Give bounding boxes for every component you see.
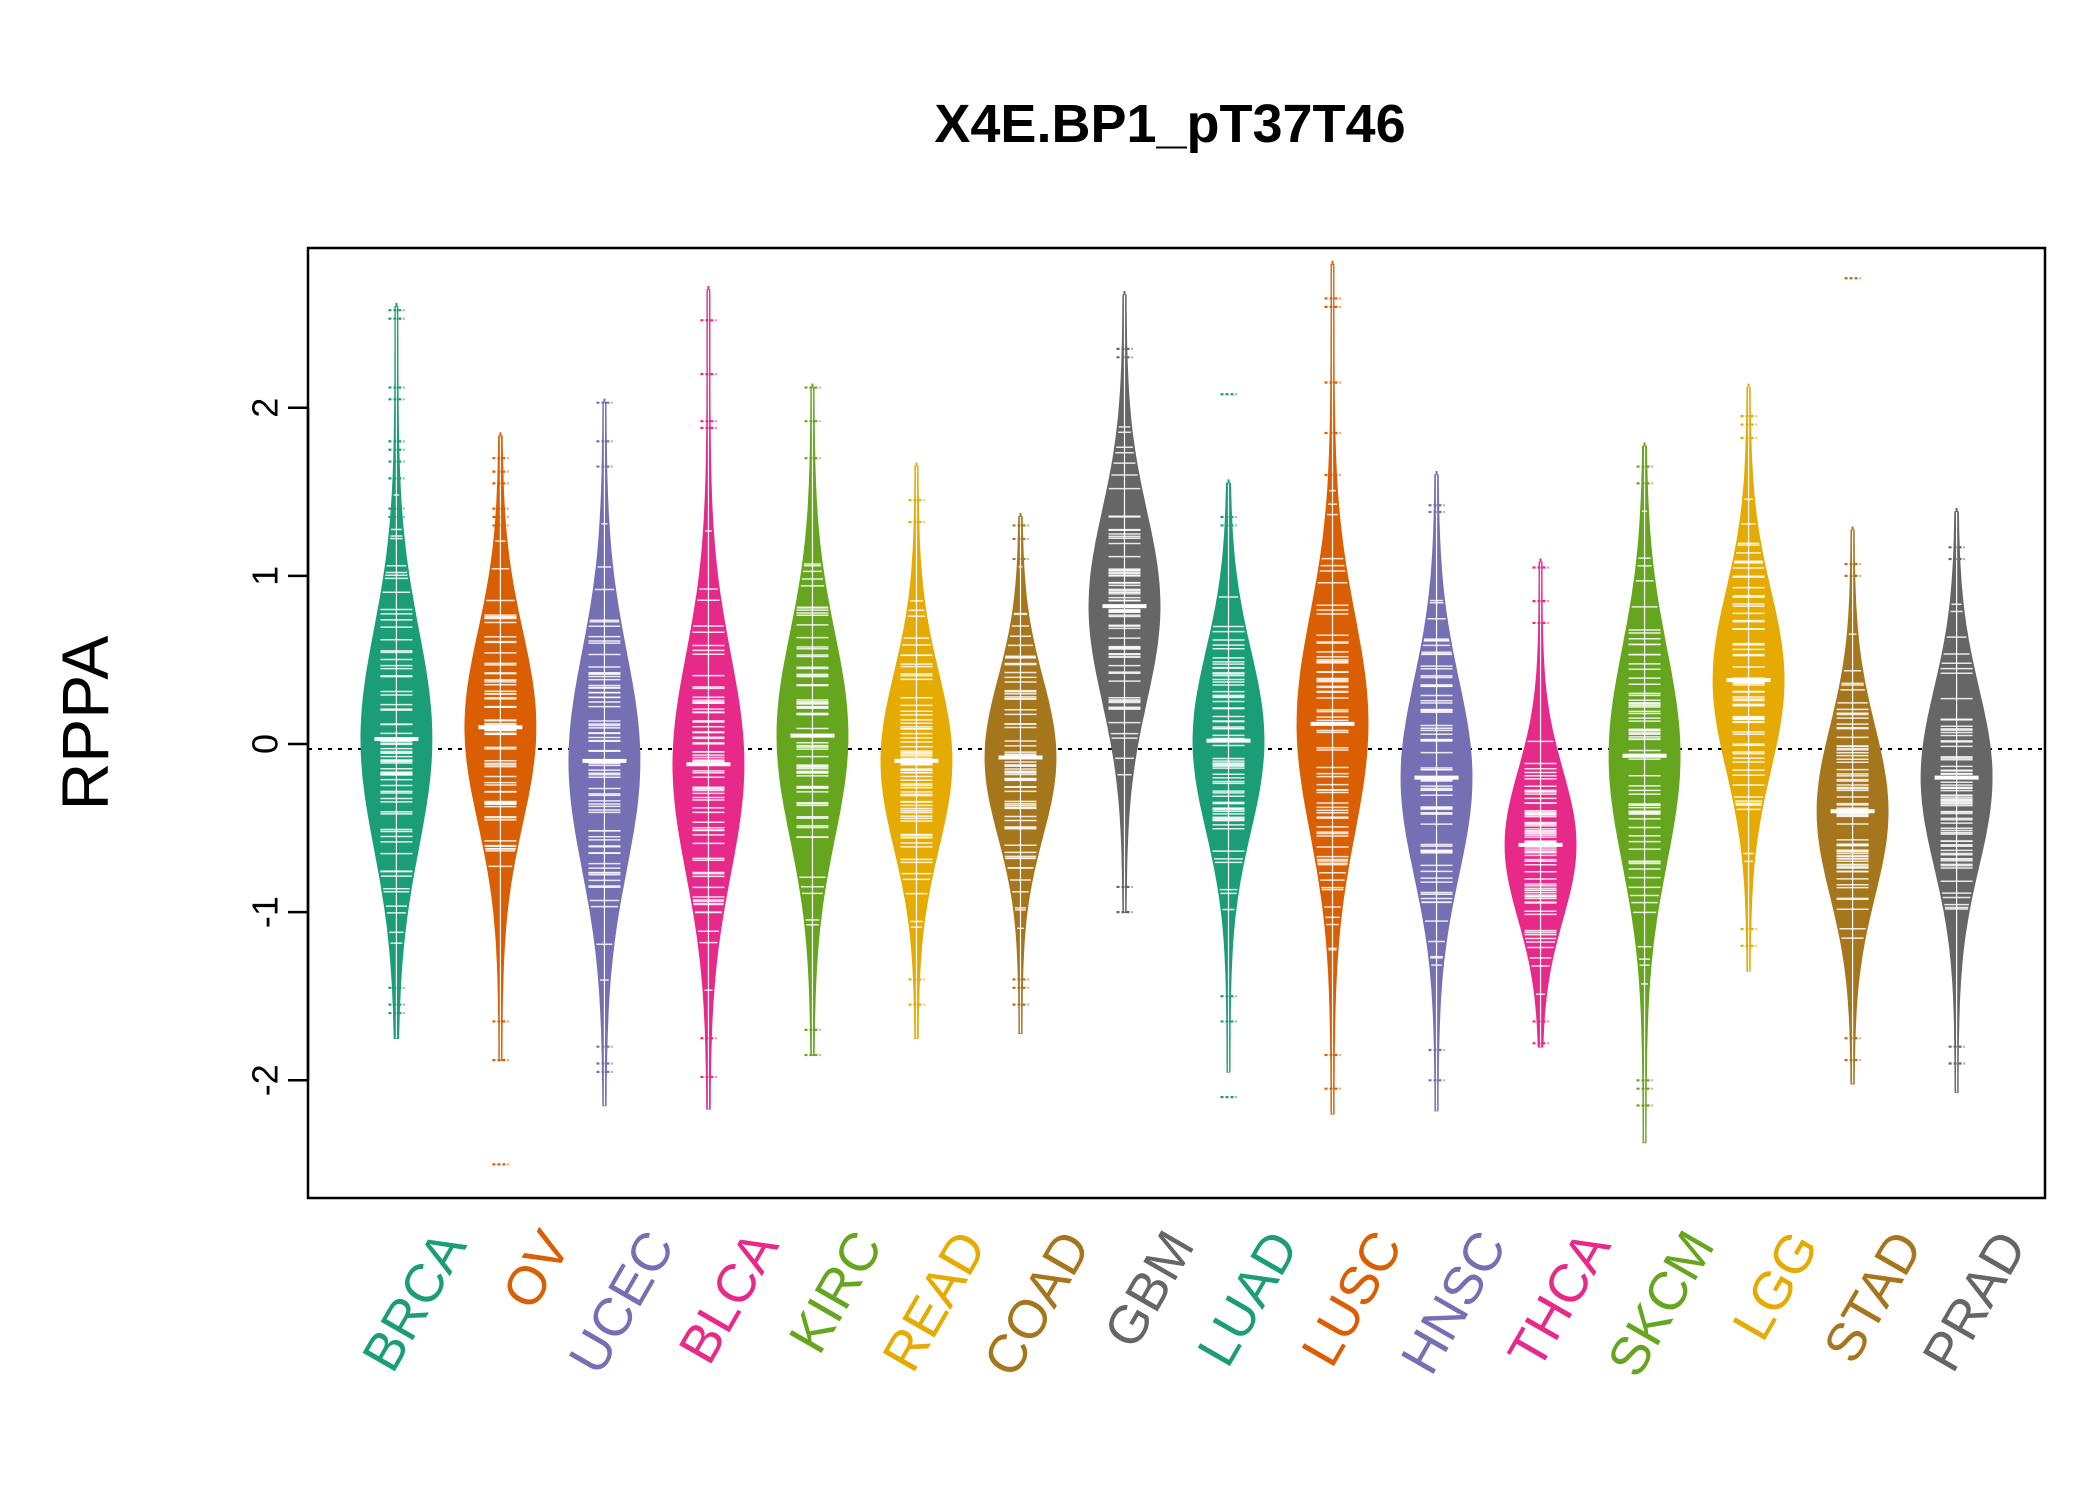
plot-frame — [306, 246, 2047, 1200]
violin-group: LUAD — [1186, 393, 1310, 1376]
violin-group: OV — [464, 432, 582, 1319]
y-axis-label: RPPA — [48, 636, 122, 811]
category-label: GBM — [1093, 1221, 1206, 1358]
violin-group: HNSC — [1390, 470, 1518, 1384]
category-label: HNSC — [1390, 1221, 1518, 1384]
y-tick-label: 2 — [245, 398, 286, 418]
category-label: UCEC — [558, 1221, 686, 1384]
category-label: BLCA — [668, 1221, 791, 1373]
category-label: PRAD — [1911, 1221, 2038, 1381]
plot-area: -2 -1 0 1 2 BRCA OVUCECBLCAKIRCREADCOADGBMLUAD… — [245, 246, 2047, 1386]
y-tick-label: -2 — [245, 1064, 286, 1096]
violin-group: BRCA — [351, 302, 478, 1381]
violin-group: BLCA — [668, 286, 791, 1373]
category-label: OV — [491, 1221, 582, 1319]
violin-group: SKCM — [1596, 442, 1726, 1386]
y-tick-label: 1 — [245, 566, 286, 586]
violin-group: STAD — [1812, 277, 1934, 1372]
violin-group: UCEC — [558, 398, 686, 1384]
y-tick-label: 0 — [245, 734, 286, 754]
violin-group: READ — [871, 462, 998, 1381]
category-label: LUAD — [1186, 1221, 1310, 1376]
category-label: COAD — [972, 1221, 1102, 1386]
violin-group: KIRC — [776, 383, 894, 1363]
violin-group: LGG — [1712, 383, 1830, 1350]
category-label: BRCA — [351, 1221, 478, 1381]
y-tick-label: -1 — [245, 896, 286, 928]
chart-title: X4E.BP1_pT37T46 — [934, 94, 1405, 154]
violin-group: LUSC — [1290, 260, 1414, 1376]
category-label: SKCM — [1596, 1221, 1726, 1386]
category-label: LGG — [1721, 1221, 1830, 1350]
